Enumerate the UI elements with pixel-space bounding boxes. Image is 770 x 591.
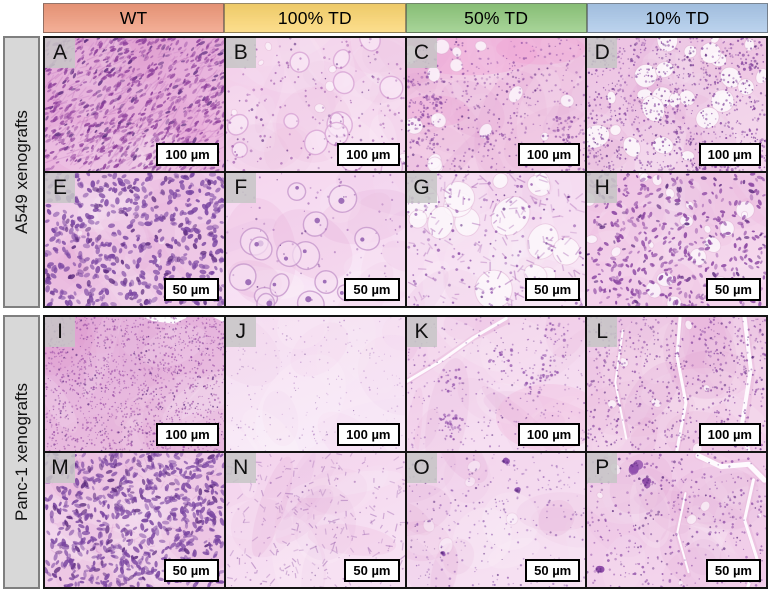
scale-bar-label: 50 µm <box>344 278 400 301</box>
condition-header-row: WT 100% TD 50% TD 10% TD <box>43 3 768 33</box>
row-group-label-text: Panc-1 xenografts <box>11 383 31 521</box>
condition-header-50-td: 50% TD <box>405 3 587 33</box>
panel-B: B 100 µm <box>225 38 405 171</box>
scale-bar-label: 100 µm <box>156 143 219 166</box>
panel-K: K 100 µm <box>406 317 586 451</box>
panel-C: C 100 µm <box>406 38 586 171</box>
panel-letter: L <box>587 317 618 347</box>
row-group-label-panc1: Panc-1 xenografts <box>3 315 40 589</box>
panel-letter: H <box>587 173 618 203</box>
condition-header-10-td: 10% TD <box>586 3 768 33</box>
panel-O: O 50 µm <box>406 453 586 587</box>
scale-bar-label: 50 µm <box>705 278 761 301</box>
panel-F: F 50 µm <box>225 173 405 306</box>
scale-bar-label: 50 µm <box>344 559 400 582</box>
scale-bar-label: 100 µm <box>517 423 581 446</box>
panel-letter: D <box>587 38 618 68</box>
panel-grid-panc1: I 100 µm J 100 µm K 100 µm L 100 µm M 50 µm N 50 µm… <box>43 315 768 589</box>
scale-bar-label: 100 µm <box>698 143 761 166</box>
panel-letter: A <box>45 38 75 68</box>
panel-letter: N <box>225 453 256 483</box>
panel-letter: F <box>225 173 256 203</box>
row-group-label-a549: A549 xenografts <box>3 36 40 308</box>
panel-letter: M <box>45 453 75 483</box>
panel-grid-a549: A 100 µm B 100 µm C 100 µm D 100 µm E 50 µm F 50 µm… <box>43 36 768 308</box>
panel-I: I 100 µm <box>45 317 224 451</box>
scale-bar-label: 100 µm <box>698 423 761 446</box>
panel-M: M 50 µm <box>45 453 224 587</box>
panel-H: H 50 µm <box>587 173 766 306</box>
panel-J: J 100 µm <box>225 317 405 451</box>
condition-header-100-td: 100% TD <box>224 3 406 33</box>
panel-N: N 50 µm <box>225 453 405 587</box>
panel-D: D 100 µm <box>587 38 766 171</box>
panel-letter: I <box>45 317 75 347</box>
scale-bar-label: 100 µm <box>337 143 400 166</box>
panel-letter: B <box>225 38 256 68</box>
panel-A: A 100 µm <box>45 38 224 171</box>
scale-bar-label: 100 µm <box>337 423 400 446</box>
panel-letter: P <box>587 453 618 483</box>
scale-bar-label: 50 µm <box>705 559 761 582</box>
panel-letter: J <box>225 317 256 347</box>
panel-letter: G <box>406 173 437 203</box>
panel-letter: E <box>45 173 75 203</box>
panel-P: P 50 µm <box>587 453 766 587</box>
row-group-label-text: A549 xenografts <box>11 110 31 234</box>
scale-bar-label: 50 µm <box>525 559 581 582</box>
condition-header-wt: WT <box>43 3 225 33</box>
scale-bar-label: 100 µm <box>517 143 581 166</box>
scale-bar-label: 50 µm <box>525 278 581 301</box>
panel-letter: C <box>406 38 437 68</box>
panel-letter: K <box>406 317 437 347</box>
scale-bar-label: 50 µm <box>163 559 219 582</box>
panel-letter: O <box>406 453 437 483</box>
scale-bar-label: 50 µm <box>163 278 219 301</box>
scale-bar-label: 100 µm <box>156 423 219 446</box>
panel-G: G 50 µm <box>406 173 586 306</box>
panel-L: L 100 µm <box>587 317 766 451</box>
panel-E: E 50 µm <box>45 173 224 306</box>
